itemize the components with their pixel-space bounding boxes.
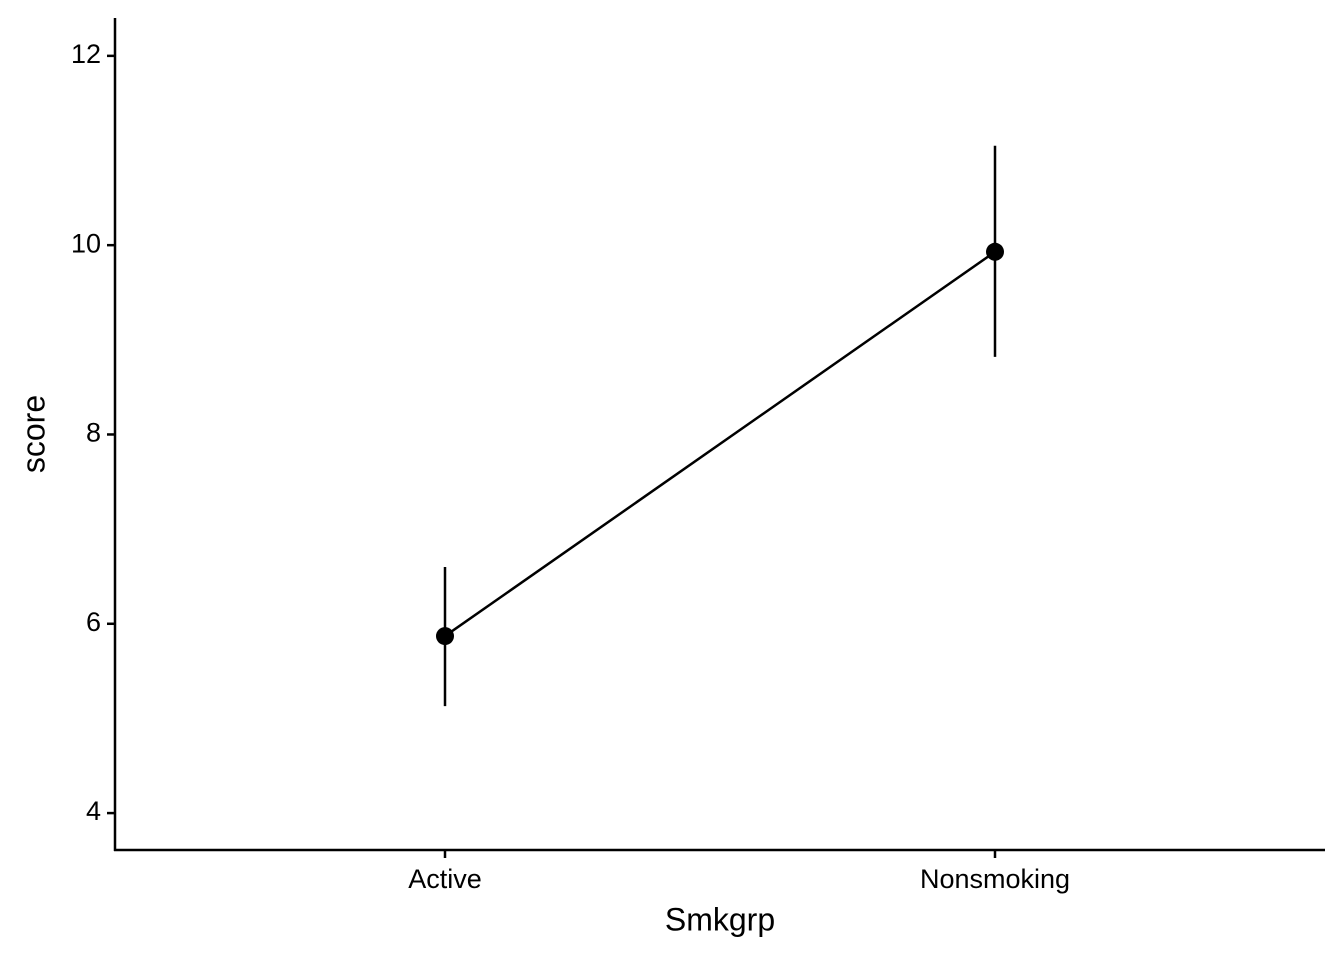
x-tick-label: Nonsmoking: [920, 864, 1070, 894]
x-axis-title: Smkgrp: [665, 901, 775, 937]
x-tick-label: Active: [408, 864, 482, 894]
y-tick-label: 12: [71, 39, 101, 69]
y-tick-label: 6: [86, 607, 101, 637]
y-tick-label: 4: [86, 796, 101, 826]
y-axis-title: score: [15, 395, 51, 473]
y-tick-label: 8: [86, 418, 101, 448]
y-tick-label: 10: [71, 228, 101, 258]
point: [436, 627, 454, 646]
point: [986, 242, 1004, 261]
line: [444, 250, 996, 638]
